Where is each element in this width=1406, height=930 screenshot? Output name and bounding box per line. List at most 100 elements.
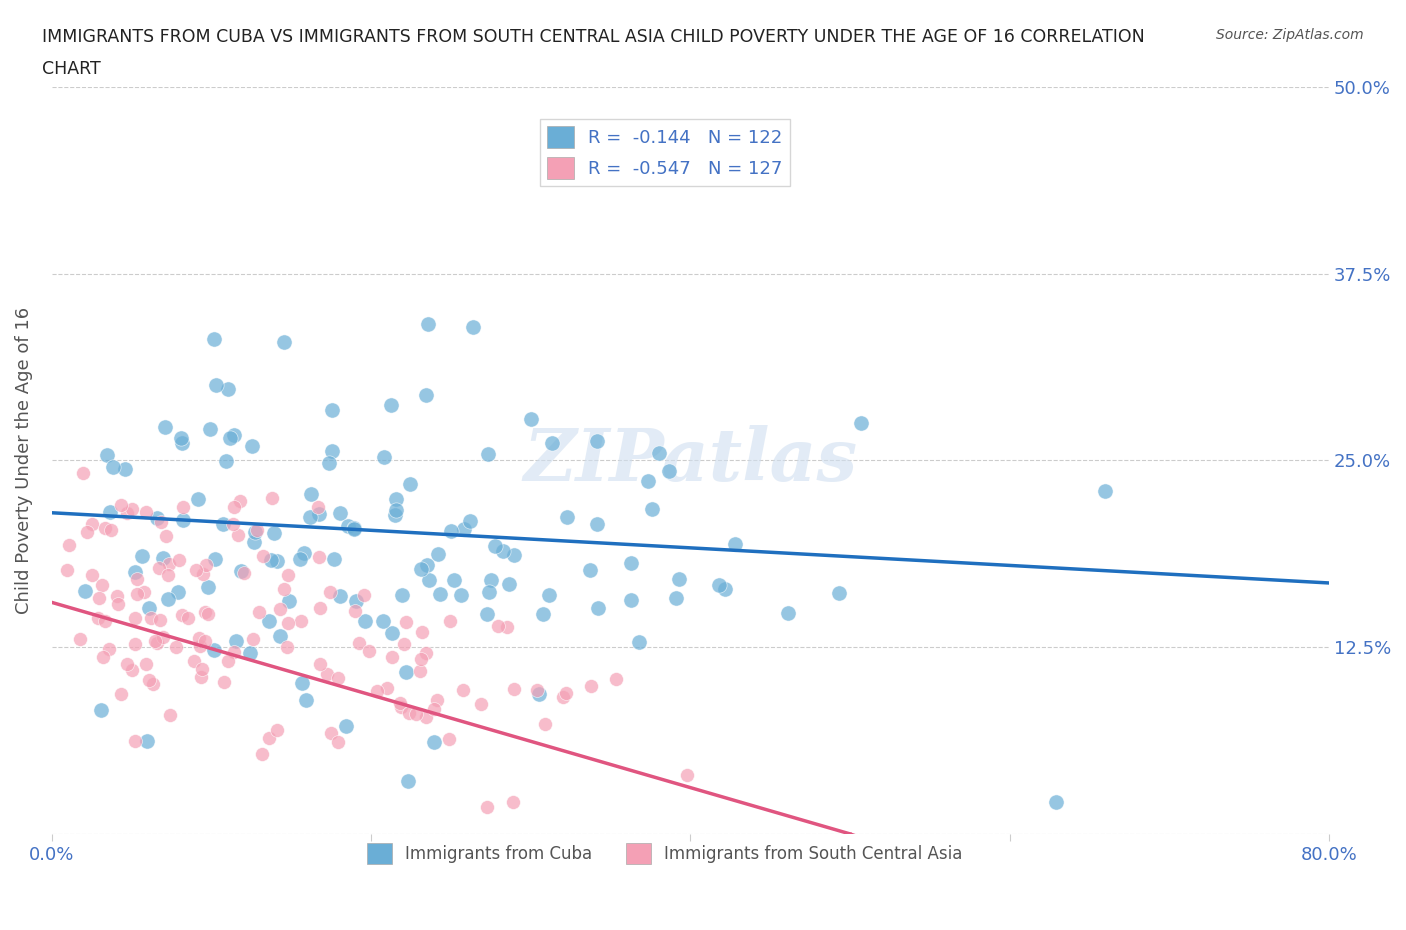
Point: [155, 419, 177, 434]
Point: [321, 444, 343, 458]
Point: [526, 683, 548, 698]
Point: [381, 649, 404, 664]
Point: [389, 699, 412, 714]
Point: [641, 502, 664, 517]
Point: [308, 507, 330, 522]
Point: [395, 665, 418, 680]
Point: [451, 683, 474, 698]
Point: [375, 680, 398, 695]
Point: [90, 578, 112, 592]
Point: [288, 551, 311, 566]
Point: [121, 502, 143, 517]
Point: [343, 604, 366, 618]
Point: [586, 601, 609, 616]
Point: [94, 614, 117, 629]
Point: [260, 552, 283, 567]
Point: [486, 618, 509, 633]
Point: [277, 567, 299, 582]
Point: [124, 734, 146, 749]
Point: [326, 734, 349, 749]
Point: [429, 587, 451, 602]
Point: [152, 551, 174, 565]
Point: [100, 523, 122, 538]
Point: [117, 657, 139, 671]
Point: [262, 491, 284, 506]
Point: [398, 476, 420, 491]
Point: [463, 320, 485, 335]
Point: [551, 690, 574, 705]
Point: [204, 331, 226, 346]
Point: [138, 673, 160, 688]
Point: [80, 517, 103, 532]
Point: [135, 734, 157, 749]
Point: [398, 705, 420, 720]
Point: [72, 466, 94, 481]
Point: [121, 662, 143, 677]
Point: [586, 433, 609, 448]
Point: [142, 676, 165, 691]
Point: [191, 662, 214, 677]
Point: [177, 610, 200, 625]
Point: [273, 582, 295, 597]
Point: [138, 601, 160, 616]
Point: [450, 588, 472, 603]
Point: [246, 523, 269, 538]
Point: [675, 768, 697, 783]
Point: [1094, 484, 1116, 498]
Point: [222, 516, 245, 531]
Point: [157, 568, 180, 583]
Point: [263, 525, 285, 540]
Point: [495, 619, 517, 634]
Point: [172, 607, 194, 622]
Point: [423, 735, 446, 750]
Point: [290, 614, 312, 629]
Point: [98, 504, 121, 519]
Point: [658, 463, 681, 478]
Point: [105, 589, 128, 604]
Text: ZIPatlas: ZIPatlas: [523, 425, 858, 496]
Point: [503, 548, 526, 563]
Point: [415, 710, 437, 724]
Point: [337, 519, 360, 534]
Text: IMMIGRANTS FROM CUBA VS IMMIGRANTS FROM SOUTH CENTRAL ASIA CHILD POVERTY UNDER T: IMMIGRANTS FROM CUBA VS IMMIGRANTS FROM …: [42, 28, 1144, 46]
Point: [318, 456, 340, 471]
Point: [277, 615, 299, 630]
Point: [89, 591, 111, 605]
Point: [86, 611, 108, 626]
Text: Source: ZipAtlas.com: Source: ZipAtlas.com: [1216, 28, 1364, 42]
Point: [380, 397, 402, 412]
Point: [97, 641, 120, 656]
Point: [194, 605, 217, 620]
Point: [440, 524, 463, 538]
Point: [183, 654, 205, 669]
Point: [159, 708, 181, 723]
Point: [491, 544, 513, 559]
Point: [308, 549, 330, 564]
Point: [152, 630, 174, 644]
Point: [229, 494, 252, 509]
Point: [392, 637, 415, 652]
Point: [411, 624, 433, 639]
Point: [344, 593, 367, 608]
Point: [222, 428, 245, 443]
Point: [266, 553, 288, 568]
Point: [124, 565, 146, 579]
Point: [231, 564, 253, 578]
Point: [343, 521, 366, 536]
Point: [321, 725, 343, 740]
Point: [707, 578, 730, 592]
Point: [222, 644, 245, 659]
Point: [381, 626, 404, 641]
Point: [724, 537, 747, 551]
Point: [299, 486, 322, 501]
Point: [69, 631, 91, 646]
Point: [202, 643, 225, 658]
Point: [146, 511, 169, 525]
Point: [143, 633, 166, 648]
Point: [172, 435, 194, 450]
Point: [555, 685, 578, 700]
Point: [347, 636, 370, 651]
Point: [519, 412, 541, 427]
Point: [219, 431, 242, 445]
Point: [534, 717, 557, 732]
